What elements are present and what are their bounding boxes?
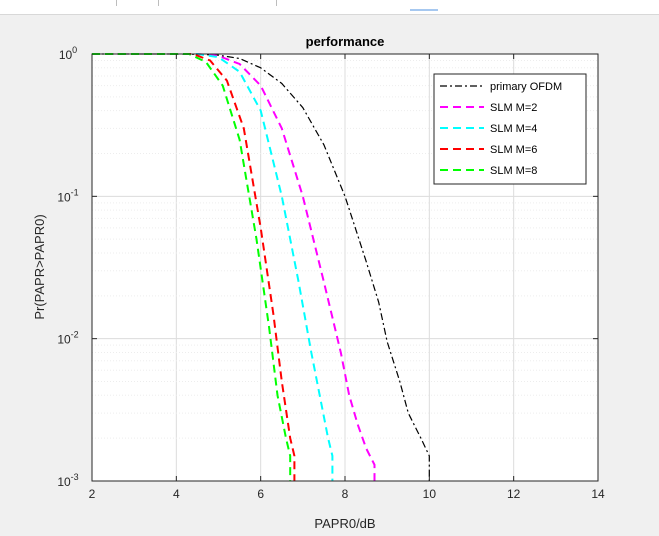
series-line-slm-m-8 [92,53,292,481]
y-tick-exponent: -2 [71,330,79,340]
x-tick-label: 6 [257,487,264,501]
legend: primary OFDM SLM M=2 SLM M=4 SLM M=6 SLM M=8 [433,73,587,185]
y-tick-label: 10-3 [57,472,78,489]
x-tick-label: 2 [89,487,96,501]
y-tick-base: 10 [57,190,71,204]
x-tick-label: 12 [507,487,521,501]
x-tick-label: 14 [591,487,605,501]
y-tick-exponent: -3 [71,472,79,482]
legend-label: SLM M=4 [490,123,537,135]
x-tick-label: 10 [423,487,437,501]
y-tick-label: 10-2 [57,330,78,347]
y-tick-base: 10 [57,475,71,489]
y-tick-label: 10-1 [57,187,78,204]
series-line-slm-m-4 [92,53,334,481]
y-tick-base: 10 [59,48,73,62]
toolbar-separator [116,0,117,6]
series-lines [92,53,430,481]
legend-label: SLM M=6 [490,144,537,156]
x-tick-label: 8 [342,487,349,501]
y-tick-exponent: -1 [71,187,79,197]
active-tab-indicator [410,9,438,11]
toolbar-separator [158,0,159,6]
x-axis-label: PAPR0/dB [314,516,375,531]
legend-label: SLM M=8 [490,165,537,177]
legend-label: SLM M=2 [490,102,537,114]
window-top-strip [0,0,659,15]
y-tick-base: 10 [57,333,71,347]
y-tick-label: 100 [59,45,77,62]
x-tick-label: 4 [173,487,180,501]
series-line-slm-m-2 [92,53,376,481]
toolbar-separator [276,0,277,6]
y-axis-label: Pr(PAPR>PAPR0) [32,214,47,319]
y-tick-exponent: 0 [72,45,77,55]
chart-title: performance [306,34,385,49]
legend-label: primary OFDM [490,81,562,93]
